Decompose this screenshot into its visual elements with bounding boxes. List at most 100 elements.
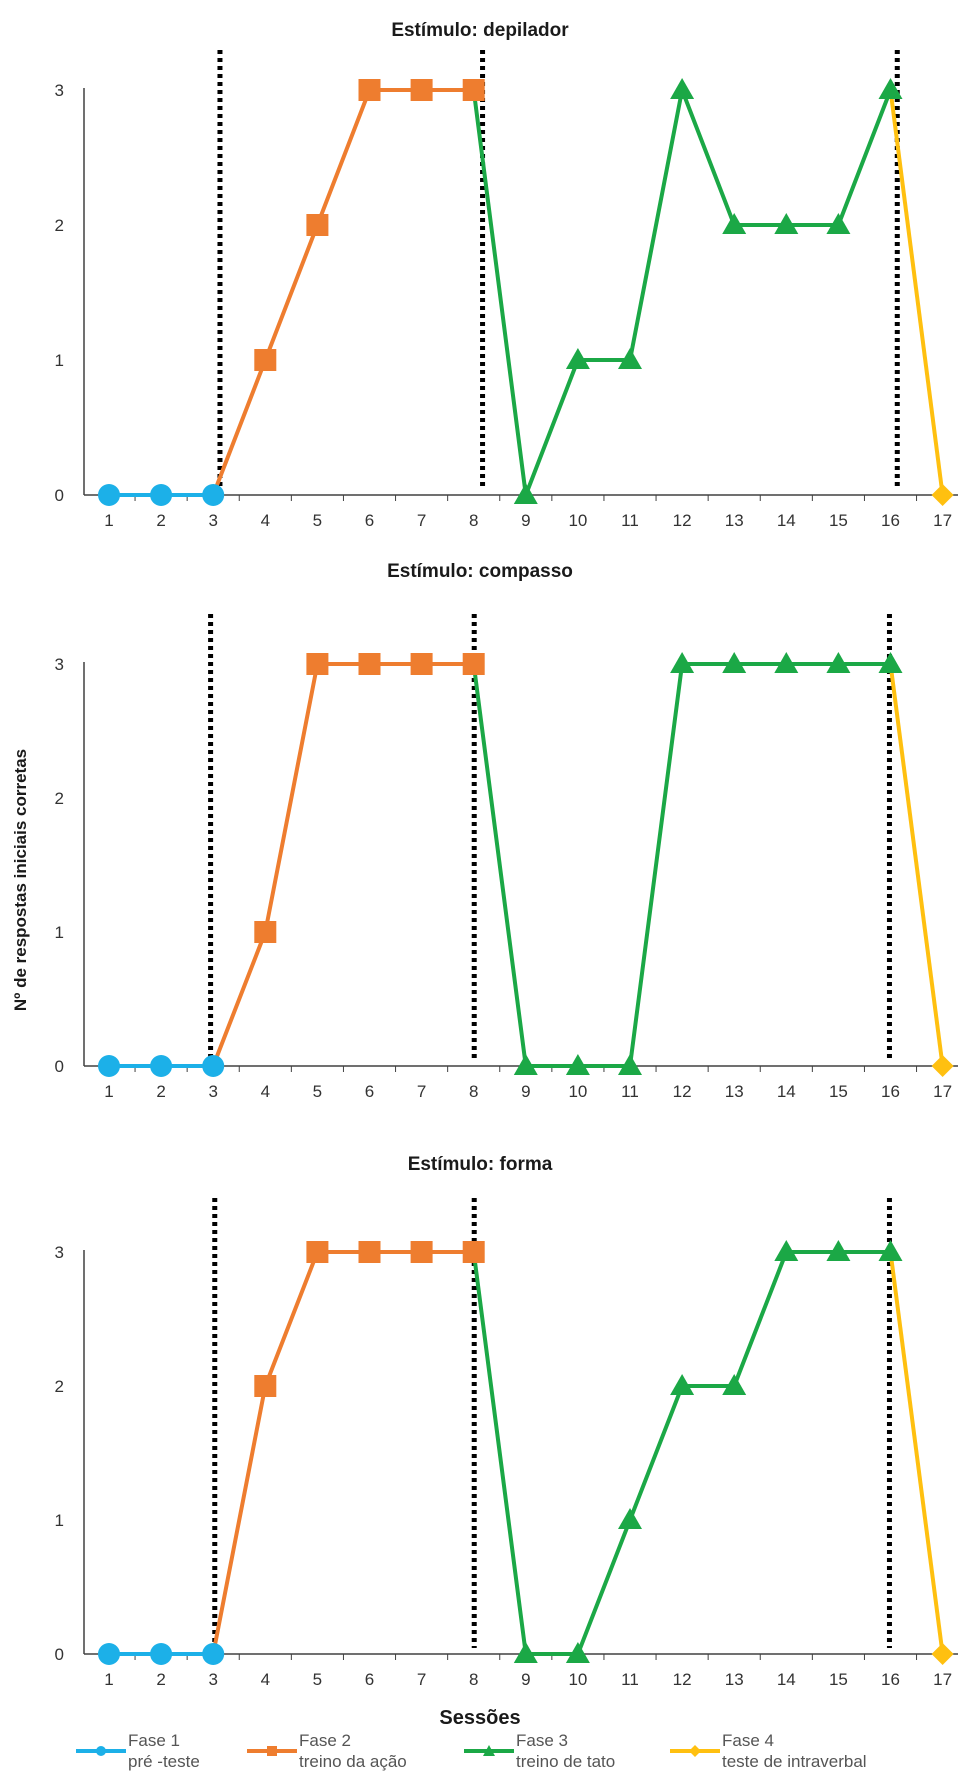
series-line-fase4: [888, 89, 945, 496]
data-point-circle: [98, 1643, 120, 1665]
data-point-square: [462, 79, 485, 101]
y-tick-label: 2: [55, 789, 64, 808]
data-point-triangle: [722, 652, 747, 673]
x-tick-label: 4: [261, 1082, 270, 1101]
legend: Fase 1 pré -teste Fase 2 treino da ação …: [0, 1731, 961, 1778]
legend-sublabel: teste de intraverbal: [722, 1752, 867, 1771]
data-point-square: [306, 653, 329, 675]
y-tick-label: 3: [55, 655, 64, 674]
x-tick-label: 11: [621, 1670, 639, 1689]
legend-label: Fase 4: [722, 1731, 774, 1750]
data-point-square: [306, 1241, 329, 1263]
legend-item-fase1: Fase 1 pré -teste: [76, 1731, 246, 1778]
data-point-triangle: [722, 213, 747, 234]
data-point-triangle: [774, 213, 799, 234]
y-tick-label: 0: [55, 486, 64, 505]
x-tick-label: 4: [261, 1670, 270, 1689]
x-tick-label: 6: [365, 1082, 374, 1101]
x-tick-label: 14: [777, 511, 796, 530]
x-tick-label: 9: [521, 1670, 530, 1689]
data-point-triangle: [513, 483, 538, 504]
x-tick-label: 14: [777, 1082, 796, 1101]
x-tick-label: 13: [725, 1670, 744, 1689]
legend-marker: [483, 1745, 495, 1756]
data-point-diamond: [931, 484, 954, 506]
x-tick-label: 17: [933, 1670, 952, 1689]
data-point-circle: [98, 484, 120, 506]
data-point-square: [306, 214, 329, 236]
x-tick-label: 7: [417, 511, 426, 530]
legend-item-fase3: Fase 3 treino de tato: [464, 1731, 664, 1778]
legend-marker: [689, 1745, 701, 1757]
x-tick-label: 11: [621, 511, 639, 530]
chart-title: Estímulo: compasso: [387, 561, 573, 582]
series-line-fase3: [471, 1250, 891, 1656]
legend-label: Fase 1: [128, 1731, 180, 1750]
data-point-triangle: [670, 78, 695, 99]
x-tick-label: 3: [208, 1082, 217, 1101]
series-line-fase4: [888, 663, 945, 1067]
data-point-triangle: [774, 1240, 799, 1261]
y-tick-label: 2: [55, 216, 64, 235]
series-line-fase2: [211, 662, 474, 1067]
x-axis-label: Sessões: [439, 1707, 521, 1729]
data-point-square: [462, 653, 485, 675]
y-tick-label: 3: [55, 1243, 64, 1262]
x-tick-label: 10: [568, 1082, 587, 1101]
data-point-triangle: [670, 652, 695, 673]
data-point-triangle: [722, 1374, 747, 1395]
x-tick-label: 4: [261, 511, 270, 530]
chart-title: Estímulo: forma: [408, 1154, 553, 1175]
legend-marker-triangle-icon: [464, 1745, 514, 1756]
x-tick-label: 12: [673, 1082, 692, 1101]
x-tick-label: 6: [365, 511, 374, 530]
x-tick-label: 17: [933, 1082, 952, 1101]
x-tick-label: 1: [104, 1670, 113, 1689]
x-tick-label: 10: [568, 1670, 587, 1689]
legend-item-fase4: Fase 4 teste de intraverbal: [670, 1731, 930, 1778]
x-tick-label: 9: [521, 1082, 530, 1101]
x-tick-label: 2: [156, 1082, 165, 1101]
data-point-square: [462, 1241, 485, 1263]
data-point-triangle: [878, 78, 903, 99]
data-point-circle: [98, 1055, 120, 1077]
x-tick-label: 11: [621, 1082, 639, 1101]
chart-title: Estímulo: depilador: [391, 20, 569, 41]
x-tick-label: 8: [469, 1082, 478, 1101]
x-tick-label: 5: [313, 1082, 322, 1101]
y-tick-label: 0: [55, 1057, 64, 1076]
legend-sublabel: pré -teste: [128, 1752, 200, 1771]
series-line-fase4: [888, 1251, 945, 1655]
data-point-triangle: [826, 652, 851, 673]
y-tick-label: 3: [55, 81, 64, 100]
data-point-triangle: [565, 1642, 590, 1663]
data-point-circle: [202, 1643, 225, 1665]
data-point-triangle: [513, 1642, 538, 1663]
series-line-fase2: [211, 1250, 474, 1655]
x-tick-label: 1: [104, 511, 113, 530]
data-point-circle: [150, 1643, 173, 1665]
data-point-diamond: [931, 1643, 954, 1665]
data-point-square: [410, 1241, 433, 1263]
x-tick-label: 2: [156, 1670, 165, 1689]
legend-marker: [267, 1746, 277, 1756]
x-tick-label: 15: [829, 1670, 848, 1689]
data-point-triangle: [878, 1240, 903, 1261]
legend-sublabel: treino da ação: [299, 1752, 407, 1771]
data-point-triangle: [513, 1054, 538, 1075]
data-point-triangle: [774, 652, 799, 673]
legend-marker-circle-icon: [76, 1746, 126, 1756]
y-tick-label: 0: [55, 1645, 64, 1664]
data-point-square: [410, 653, 433, 675]
x-tick-label: 8: [469, 511, 478, 530]
x-tick-label: 1: [104, 1082, 113, 1101]
x-tick-label: 8: [469, 1670, 478, 1689]
data-point-triangle: [826, 1240, 851, 1261]
legend-marker-diamond-icon: [670, 1745, 720, 1757]
data-point-square: [254, 921, 277, 943]
legend-label: Fase 2: [299, 1731, 351, 1750]
data-point-circle: [150, 1055, 173, 1077]
